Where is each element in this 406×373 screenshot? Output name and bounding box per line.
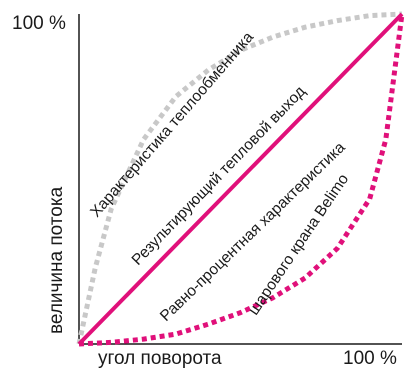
series-label-heat-exchanger: Характеристика теплообменника <box>87 29 257 221</box>
series-belimo-valve <box>78 13 405 347</box>
series-heat-output <box>77 12 404 346</box>
series-heat-exchanger <box>76 11 403 345</box>
x-tick-label: 100 % <box>343 348 397 369</box>
y-axis-label: величина потока <box>46 186 67 334</box>
x-axis-label: угол поворота <box>98 348 222 369</box>
series-layer <box>76 11 405 347</box>
series-label-heat-output: Результирующий тепловой выход <box>129 83 309 269</box>
y-tick-label: 100 % <box>12 13 66 34</box>
